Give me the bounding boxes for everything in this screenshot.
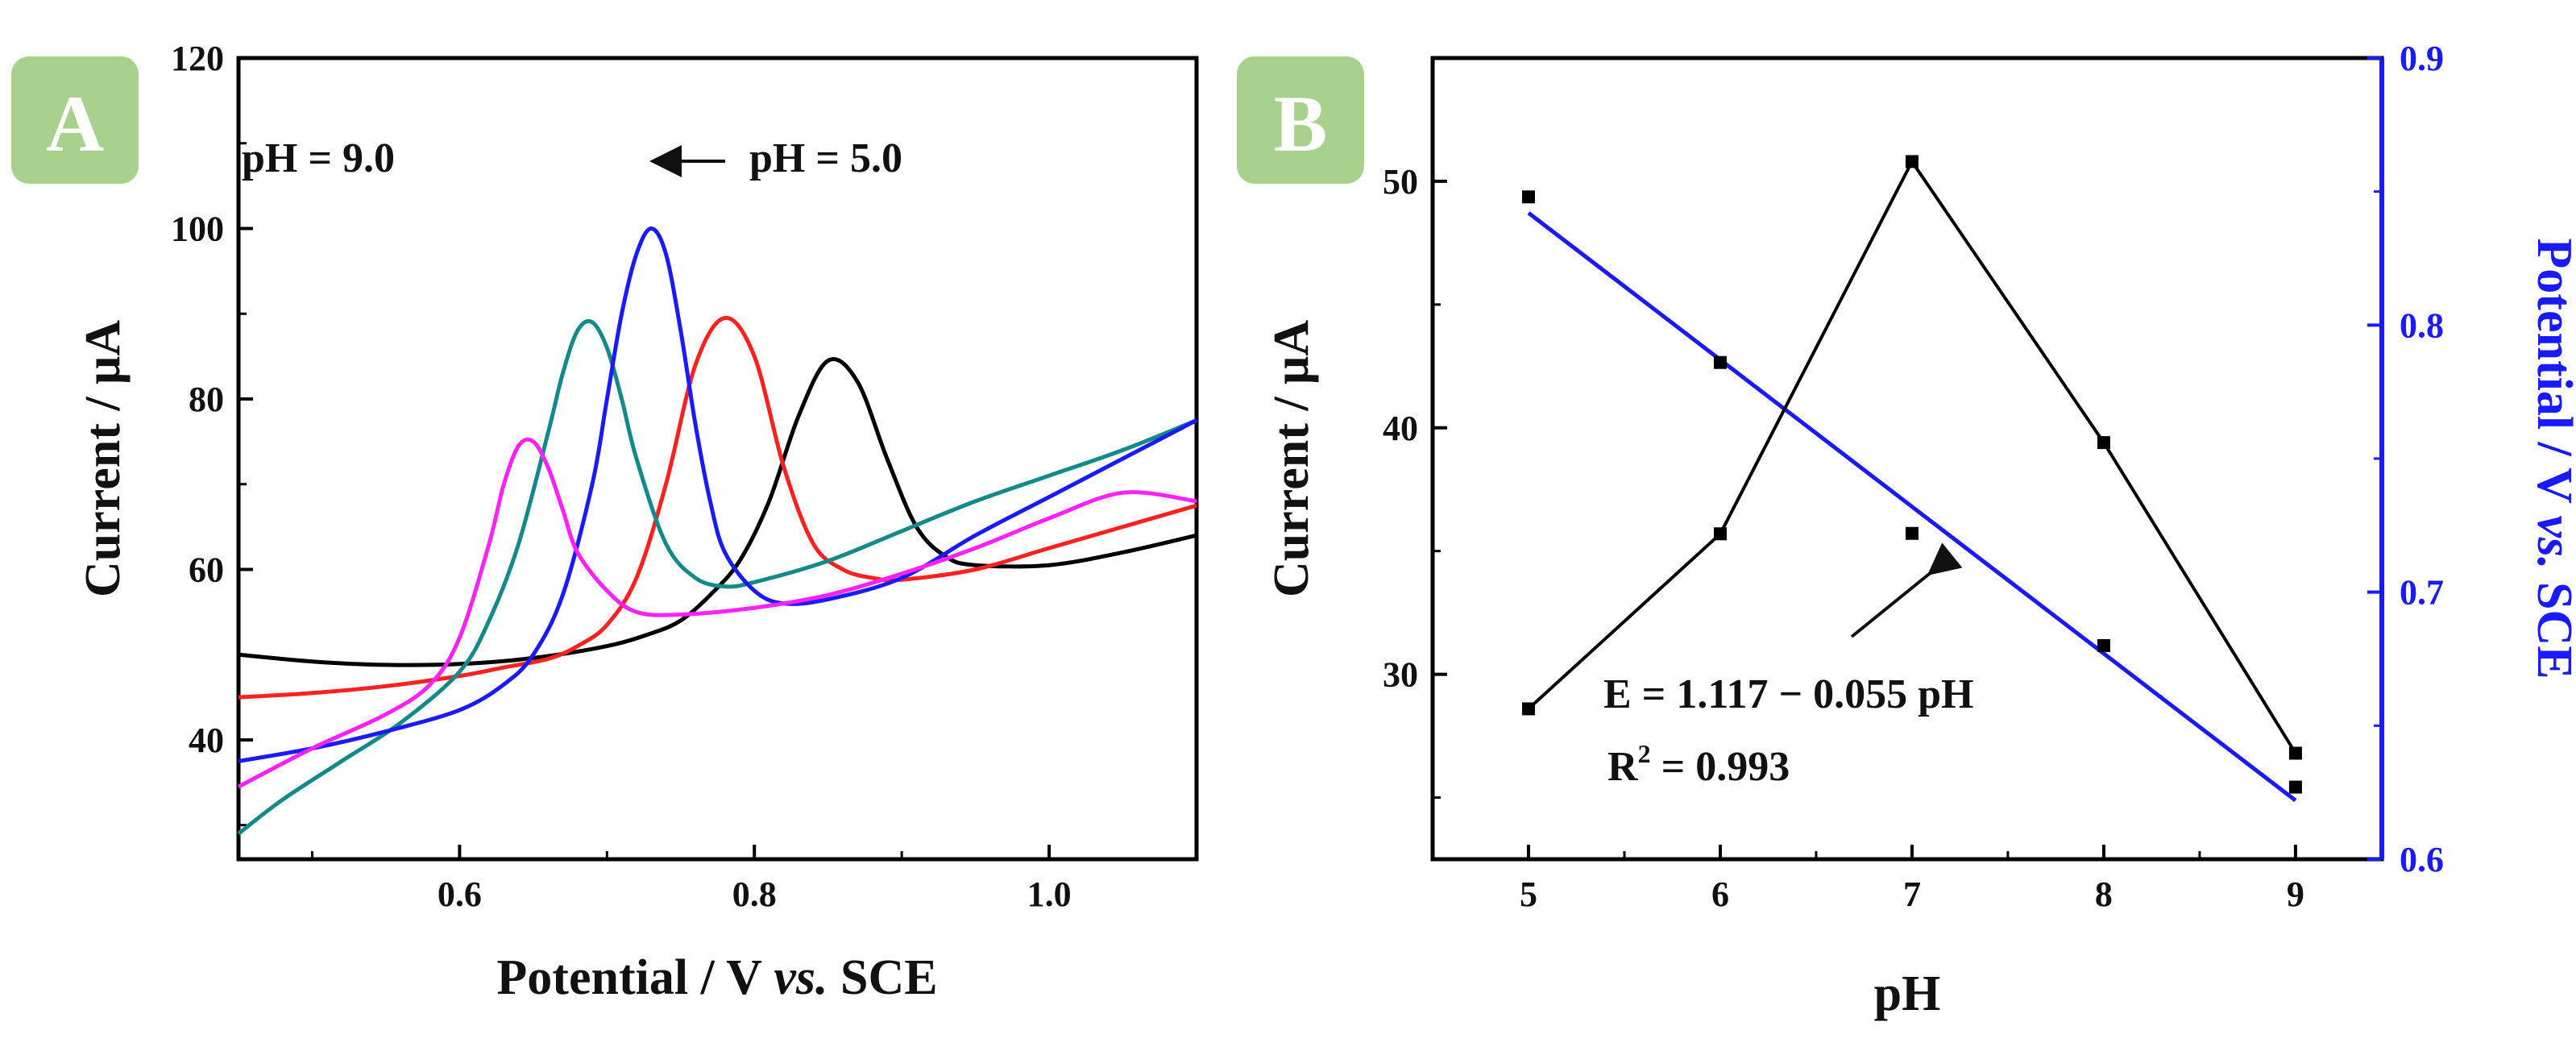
panel-a-y-tick-label: 60 [189,550,224,589]
panel-a-y-tick-label: 40 [189,721,224,760]
panel-b-potential-point [2097,638,2110,652]
panel-b-ticks: 5 6 7 8 9 30 40 50 0.6 0.7 0.8 0.9 [1383,39,2444,914]
panel-b-r-squared: R2 = 0.993 [1607,739,1790,790]
panel-a-x-tick-label: 0.8 [732,875,777,914]
panel-a-x-axis-label: Potential / V vs. SCE [496,950,937,1005]
panel-a-plot-frame [236,56,1199,862]
panel-b-y-left-tick-label: 50 [1383,162,1418,202]
panel-b-current-point [1521,702,1535,716]
panel-b-x-tick-label: 6 [1711,875,1729,914]
panel-b-x-axis-label: pH [1874,966,1941,1021]
panel-b-x-tick-label: 8 [2095,875,2113,914]
panel-a-x-tick-label: 1.0 [1027,875,1072,914]
panel-a-badge-label: A [46,79,104,168]
panel-b-y-left-tick-label: 30 [1383,655,1418,695]
panel-a-badge [11,56,139,184]
panel-a-y-tick-label: 120 [171,39,224,78]
panel-a-y-tick-label: 100 [171,209,224,248]
panel-a-curve-teal [237,319,1197,836]
panel-a-curves [237,226,1198,836]
panel-b-x-tick-label: 5 [1520,875,1537,914]
panel-a-annotation-ph5: pH = 5.0 [749,135,902,181]
panel-b-y-right-tick-label: 0.6 [2400,840,2444,879]
panel-b-current-point [2097,436,2110,450]
panel-b-fit-line [1527,211,2297,803]
panel-b-y-left-tick-label: 40 [1383,409,1418,448]
panel-a-y-tick-label: 80 [189,380,224,419]
panel-a-curve-black [238,357,1197,667]
panel-b-fit-arrow [1850,542,1963,638]
panel-a-curve-magenta [237,437,1197,789]
panel-a-curve-blue [238,226,1198,763]
panel-a: A 0.6 0.8 1.0 40 60 80 100 120 pH = 9.0 pH = 5.… [11,39,1199,1005]
panel-b-potential-point [1521,190,1535,204]
panel-b-badge [1237,56,1364,184]
panel-b-x-tick-label: 7 [1903,875,1921,914]
panel-b-badge-label: B [1274,79,1328,168]
panel-b-y-axis-left-label: Current / μA [1264,320,1319,597]
panel-a-curve-red [238,315,1197,700]
panel-b-current-point [1713,527,1727,541]
panel-b-y-right-tick-label: 0.9 [2400,39,2444,78]
panel-b-current-point [2288,746,2302,760]
panel-b-current-line [1527,158,2297,754]
panel-a-y-axis-label: Current / μA [76,320,131,597]
panel-b-potential-point [1905,526,1919,540]
panel-b-series [1521,155,2302,803]
panel-b-x-tick-label: 9 [2287,875,2304,914]
panel-b-potential-point [1713,355,1727,369]
panel-a-x-tick-label: 0.6 [438,875,482,914]
panel-b-current-point [1905,155,1919,168]
panel-b: B 5 6 7 8 9 30 40 50 0.6 0.7 0.8 0.9 E = 1.117 − 0.… [1237,39,2576,1021]
panel-a-annotation-ph9: pH = 9.0 [242,135,395,181]
panel-b-potential-point [2288,780,2302,794]
panel-b-y-right-tick-label: 0.8 [2400,305,2444,345]
panel-b-plot-frame [1430,56,2384,862]
panel-b-y-right-tick-label: 0.7 [2400,573,2444,613]
panel-b-y-axis-right-label: Potential / V vs. SCE [2527,238,2576,679]
panel-b-equation: E = 1.117 − 0.055 pH [1603,671,1973,717]
panel-a-ticks: 0.6 0.8 1.0 40 60 80 100 120 [171,39,1072,914]
